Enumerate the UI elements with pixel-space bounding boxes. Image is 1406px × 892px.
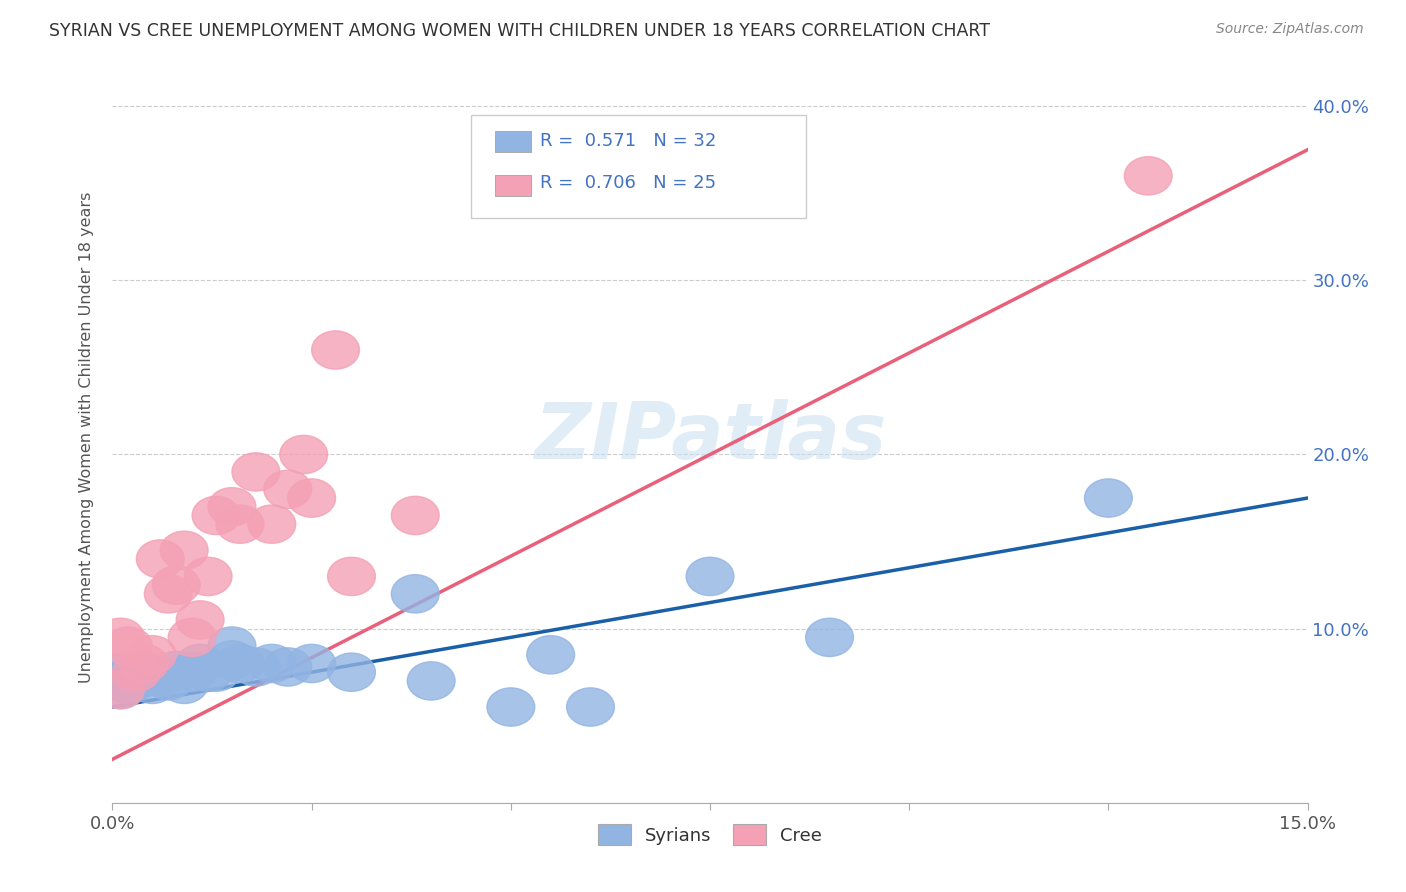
Ellipse shape (247, 644, 295, 682)
Ellipse shape (527, 636, 575, 674)
Ellipse shape (145, 662, 193, 700)
Ellipse shape (97, 618, 145, 657)
Ellipse shape (486, 688, 534, 726)
Ellipse shape (288, 644, 336, 682)
Ellipse shape (97, 653, 145, 691)
Ellipse shape (169, 653, 217, 691)
Ellipse shape (112, 662, 160, 700)
Ellipse shape (104, 658, 152, 697)
Ellipse shape (112, 653, 160, 691)
Ellipse shape (169, 618, 217, 657)
Ellipse shape (328, 558, 375, 596)
Ellipse shape (232, 453, 280, 491)
Legend: Syrians, Cree: Syrians, Cree (588, 814, 832, 856)
Ellipse shape (264, 470, 312, 508)
Ellipse shape (97, 671, 145, 709)
Ellipse shape (176, 601, 224, 639)
Ellipse shape (1125, 157, 1173, 195)
Text: Source: ZipAtlas.com: Source: ZipAtlas.com (1216, 22, 1364, 37)
Ellipse shape (686, 558, 734, 596)
Ellipse shape (391, 574, 439, 613)
Ellipse shape (128, 665, 176, 704)
Ellipse shape (121, 653, 169, 691)
Ellipse shape (217, 644, 264, 682)
Ellipse shape (97, 671, 145, 709)
Ellipse shape (288, 479, 336, 517)
Ellipse shape (264, 648, 312, 686)
Ellipse shape (152, 566, 200, 604)
Ellipse shape (152, 651, 200, 690)
Ellipse shape (208, 488, 256, 526)
Ellipse shape (104, 627, 152, 665)
Ellipse shape (184, 653, 232, 691)
FancyBboxPatch shape (471, 115, 806, 218)
Ellipse shape (408, 662, 456, 700)
Ellipse shape (217, 505, 264, 543)
Ellipse shape (160, 665, 208, 704)
Text: ZIPatlas: ZIPatlas (534, 399, 886, 475)
Text: R =  0.706   N = 25: R = 0.706 N = 25 (540, 174, 717, 192)
Ellipse shape (193, 653, 240, 691)
Ellipse shape (208, 640, 256, 679)
Ellipse shape (567, 688, 614, 726)
Ellipse shape (128, 636, 176, 674)
Ellipse shape (1084, 479, 1132, 517)
Ellipse shape (184, 558, 232, 596)
Ellipse shape (97, 662, 145, 700)
Ellipse shape (391, 496, 439, 534)
Ellipse shape (121, 644, 169, 682)
Ellipse shape (176, 644, 224, 682)
Ellipse shape (193, 496, 240, 534)
Ellipse shape (280, 435, 328, 474)
Ellipse shape (136, 658, 184, 697)
FancyBboxPatch shape (495, 131, 531, 152)
Ellipse shape (312, 331, 360, 369)
Text: SYRIAN VS CREE UNEMPLOYMENT AMONG WOMEN WITH CHILDREN UNDER 18 YEARS CORRELATION: SYRIAN VS CREE UNEMPLOYMENT AMONG WOMEN … (49, 22, 990, 40)
Ellipse shape (136, 540, 184, 578)
Ellipse shape (328, 653, 375, 691)
Ellipse shape (208, 627, 256, 665)
Ellipse shape (232, 648, 280, 686)
Ellipse shape (104, 665, 152, 704)
Ellipse shape (806, 618, 853, 657)
FancyBboxPatch shape (495, 175, 531, 195)
Ellipse shape (160, 531, 208, 569)
Ellipse shape (247, 505, 295, 543)
Text: R =  0.571   N = 32: R = 0.571 N = 32 (540, 132, 717, 150)
Ellipse shape (145, 574, 193, 613)
Y-axis label: Unemployment Among Women with Children Under 18 years: Unemployment Among Women with Children U… (79, 192, 94, 682)
